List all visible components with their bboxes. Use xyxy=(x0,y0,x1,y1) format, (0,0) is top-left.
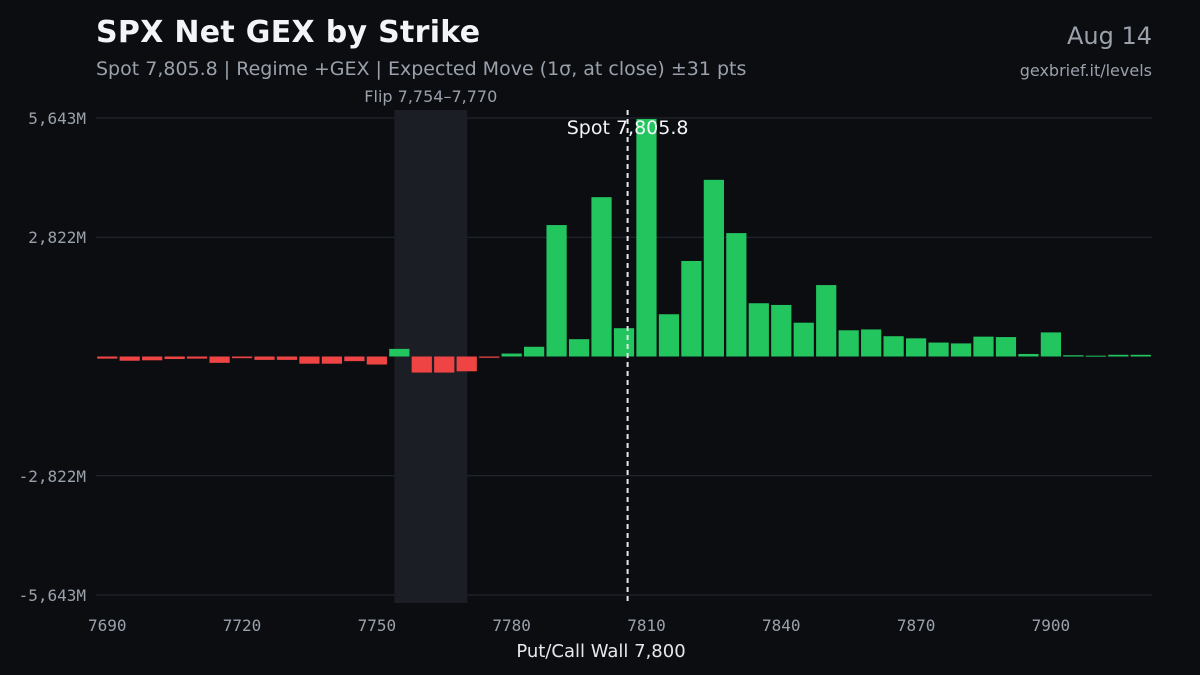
y-tick-label: -5,643M xyxy=(19,586,86,605)
gex-bar xyxy=(771,304,792,357)
gex-bar xyxy=(1130,354,1151,357)
gex-bar xyxy=(950,343,972,357)
gex-bar xyxy=(276,356,298,360)
gex-bar xyxy=(838,330,859,357)
gex-bar xyxy=(209,356,230,363)
gex-bar xyxy=(479,356,500,358)
spot-label: Spot 7,805.8 xyxy=(567,117,689,139)
chart-title: SPX Net GEX by Strike xyxy=(96,15,481,50)
gex-bar xyxy=(1108,354,1129,357)
gex-bar xyxy=(546,225,567,357)
y-axis-ticks: 5,643M 2,822M -2,822M -5,643M xyxy=(19,109,86,605)
gex-bar xyxy=(726,233,747,357)
gex-bar xyxy=(366,356,387,365)
gex-bar xyxy=(1063,355,1084,357)
flip-label: Flip 7,754–7,770 xyxy=(364,87,497,106)
gex-bar xyxy=(186,356,208,359)
x-tick-label: 7870 xyxy=(897,616,936,635)
gex-bar xyxy=(119,356,140,361)
gex-bar xyxy=(636,118,657,357)
gex-bar xyxy=(1085,355,1106,357)
gex-bar xyxy=(905,338,927,357)
gex-bar xyxy=(142,356,163,361)
y-tick-label: -2,822M xyxy=(19,467,86,486)
bars-group xyxy=(97,118,1151,373)
gex-bar xyxy=(568,339,590,357)
x-axis-ticks: 7690 7720 7750 7780 7810 7840 7870 7900 xyxy=(88,616,1070,635)
gex-bar xyxy=(973,336,994,357)
gex-bar xyxy=(816,285,837,357)
gex-bar xyxy=(434,356,455,373)
gex-bar xyxy=(456,356,477,372)
gex-bar xyxy=(883,336,904,357)
gex-bar xyxy=(501,353,522,357)
chart-subtitle: Spot 7,805.8 | Regime +GEX | Expected Mo… xyxy=(96,58,747,80)
x-tick-label: 7840 xyxy=(762,616,801,635)
gex-bar xyxy=(344,356,365,362)
x-tick-label: 7810 xyxy=(627,616,666,635)
gex-bar xyxy=(793,322,814,357)
gex-bar xyxy=(748,303,769,357)
gex-bar xyxy=(681,260,702,357)
gex-bar xyxy=(591,197,612,357)
gex-bar xyxy=(411,356,432,373)
gex-bar xyxy=(995,337,1017,357)
grid-lines xyxy=(96,117,1152,596)
gex-bar xyxy=(928,342,949,357)
date-label: Aug 14 xyxy=(1066,22,1152,50)
gex-bar xyxy=(164,356,185,360)
y-tick-label: 2,822M xyxy=(28,228,86,247)
gex-bar xyxy=(299,356,320,364)
x-axis-label: Put/Call Wall 7,800 xyxy=(516,641,685,662)
gex-bar xyxy=(524,346,545,357)
x-tick-label: 7780 xyxy=(492,616,531,635)
y-tick-label: 5,643M xyxy=(28,109,86,128)
x-tick-label: 7690 xyxy=(88,616,127,635)
gex-bar xyxy=(1018,353,1039,357)
x-tick-label: 7750 xyxy=(358,616,397,635)
gex-bar xyxy=(97,356,118,359)
gex-bar xyxy=(389,348,410,357)
x-tick-label: 7900 xyxy=(1032,616,1071,635)
gex-bar xyxy=(613,328,635,357)
gex-bar xyxy=(321,356,343,364)
gex-bar xyxy=(231,356,253,359)
source-link[interactable]: gexbrief.it/levels xyxy=(1019,61,1152,80)
gex-bar xyxy=(861,329,882,357)
gex-bar xyxy=(703,179,724,357)
gex-bar xyxy=(1040,332,1062,357)
gex-bar xyxy=(254,356,275,360)
gex-bar xyxy=(658,314,680,357)
x-tick-label: 7720 xyxy=(223,616,262,635)
